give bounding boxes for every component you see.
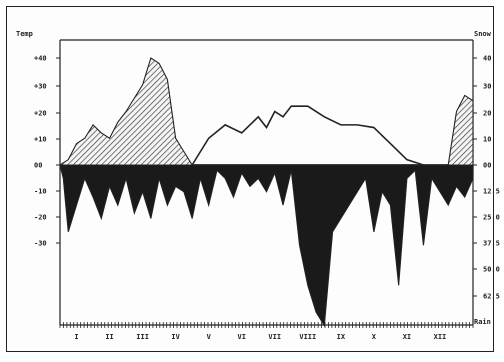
- x-tick-label: V: [207, 333, 212, 341]
- x-tick-label: I: [74, 333, 78, 341]
- right-tick-label: 37.5: [483, 240, 500, 248]
- right-tick-label: 25.0: [483, 214, 500, 222]
- right-tick-label: 10: [483, 136, 491, 144]
- left-tick-label: -20: [34, 214, 47, 222]
- x-tick-label: II: [105, 333, 113, 341]
- x-tick-label: VI: [238, 333, 246, 341]
- x-tick-label: XII: [434, 333, 447, 341]
- left-tick-label: 00: [34, 162, 42, 170]
- series-area-2: [59, 164, 474, 328]
- left-tick-label: +20: [34, 110, 47, 118]
- left-axis-label: Temp: [16, 30, 33, 38]
- x-tick-label: X: [372, 333, 377, 341]
- x-tick-label: IX: [337, 333, 346, 341]
- right-tick-label: 30: [483, 83, 491, 91]
- right-tick-label: 12.5: [483, 188, 500, 196]
- left-tick-label: +30: [34, 83, 47, 91]
- right-tick-label: 20: [483, 110, 491, 118]
- right-tick-label: 00: [483, 162, 491, 170]
- left-tick-label: +40: [34, 55, 47, 63]
- series-line-1: [191, 105, 424, 166]
- x-tick-label: XI: [403, 333, 411, 341]
- left-tick-label: -10: [34, 188, 47, 196]
- x-tick-label: III: [136, 333, 149, 341]
- x-tick-label: IV: [171, 333, 180, 341]
- series-area-0: [58, 57, 474, 166]
- x-tick-label: VII: [268, 333, 281, 341]
- bottom-right-label: Rain: [474, 318, 491, 326]
- left-tick-label: +10: [34, 136, 47, 144]
- left-tick-label: -30: [34, 240, 47, 248]
- right-tick-label: 62.5: [483, 293, 500, 301]
- right-tick-label: 40: [483, 55, 491, 63]
- right-tick-label: 50.0: [483, 266, 500, 274]
- right-axis-label: Snow: [474, 30, 492, 38]
- x-tick-label: VIII: [299, 333, 316, 341]
